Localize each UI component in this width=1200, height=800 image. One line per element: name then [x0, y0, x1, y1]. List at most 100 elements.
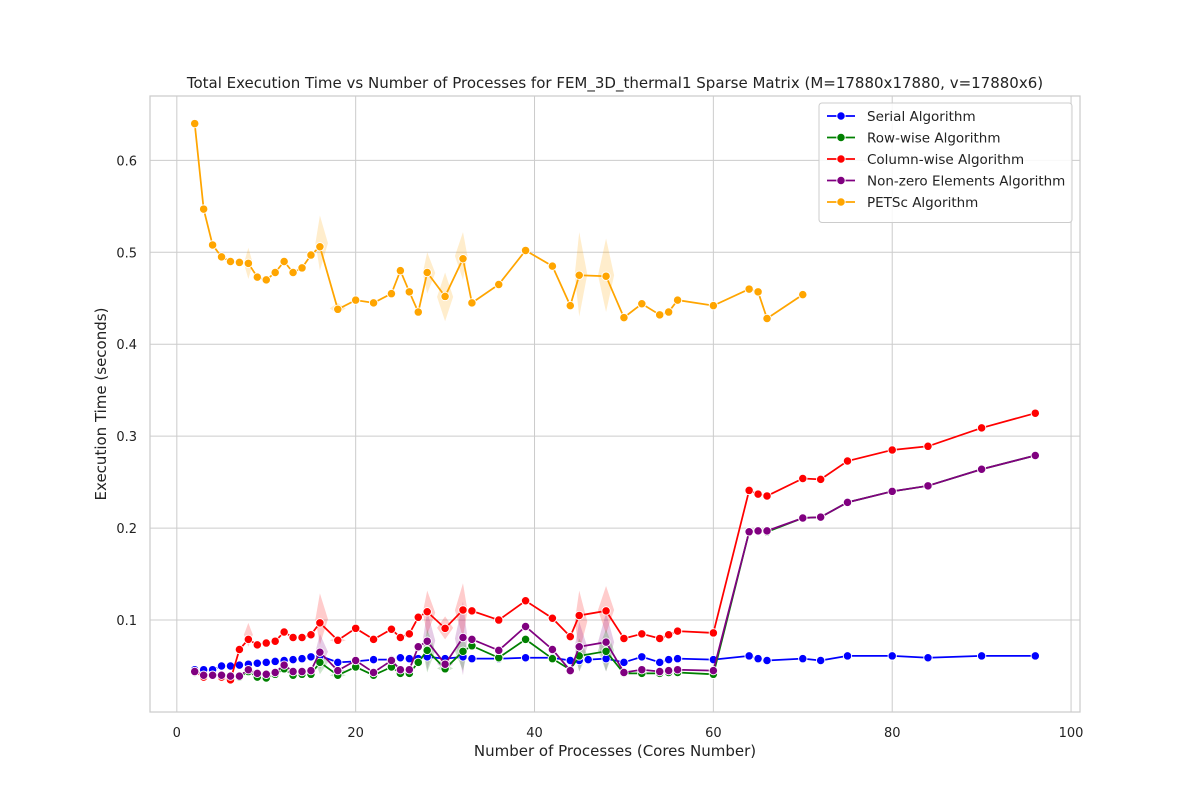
data-point [252, 658, 262, 668]
legend-item: Row-wise Algorithm [827, 131, 1000, 147]
data-point [976, 423, 987, 433]
data-point [440, 623, 450, 633]
legend-label: Column-wise Algorithm [867, 152, 1024, 168]
chart-title: Total Execution Time vs Number of Proces… [186, 74, 1043, 93]
data-point [422, 607, 432, 617]
data-point [798, 473, 808, 484]
data-point [395, 266, 406, 276]
data-point [234, 644, 245, 655]
data-point [288, 632, 298, 643]
data-point [386, 655, 397, 666]
data-point [351, 295, 361, 305]
data-point [199, 204, 209, 214]
data-point [923, 441, 933, 451]
legend-label: PETSc Algorithm [867, 195, 978, 211]
data-point [413, 612, 423, 622]
data-point [672, 654, 683, 664]
data-point [297, 263, 307, 273]
data-point [574, 270, 584, 280]
data-point [672, 665, 683, 675]
data-point [762, 491, 772, 501]
legend-box [818, 102, 1073, 223]
y-tick-label: 0.1 [116, 614, 137, 629]
data-point [458, 605, 468, 615]
data-point [708, 300, 719, 311]
data-point [422, 267, 432, 278]
data-point [395, 665, 406, 675]
data-point [288, 666, 298, 677]
data-point [601, 646, 611, 656]
data-point [252, 272, 262, 282]
data-point [458, 254, 468, 264]
data-point [216, 670, 227, 680]
y-tick-label: 0.4 [116, 338, 137, 353]
data-point [225, 256, 236, 267]
legend: Serial Algorithm Row-wise Algorithm Column… [818, 102, 1073, 223]
data-point [333, 635, 343, 645]
data-point [297, 654, 307, 664]
data-point [225, 671, 236, 681]
legend-marker [836, 175, 846, 186]
data-point [708, 628, 719, 638]
legend-marker [836, 132, 846, 143]
data-point [395, 632, 406, 643]
x-tick-label: 20 [347, 726, 364, 741]
data-point [467, 298, 477, 308]
data-point [655, 633, 665, 644]
data-point [798, 654, 808, 664]
data-point [261, 657, 271, 668]
data-point [386, 624, 397, 634]
data-point [672, 295, 683, 305]
legend-item: Non-zero Elements Algorithm [827, 174, 1065, 190]
legend-label: Serial Algorithm [867, 109, 976, 125]
data-point [520, 634, 531, 645]
data-point [404, 665, 414, 675]
data-point [664, 630, 674, 640]
data-point [368, 634, 379, 645]
data-point [333, 665, 343, 676]
y-tick-label: 0.6 [116, 154, 137, 169]
data-point [288, 267, 298, 278]
legend-item: Column-wise Algorithm [827, 152, 1024, 168]
data-point [887, 651, 897, 661]
data-point [744, 485, 754, 496]
series-layer [190, 118, 1040, 685]
data-point [351, 655, 361, 666]
data-point [422, 645, 432, 656]
data-point [637, 299, 647, 309]
data-point [467, 634, 477, 645]
data-point [234, 257, 245, 268]
data-point [520, 621, 531, 632]
data-point [547, 644, 558, 655]
data-point [252, 640, 262, 650]
data-point [190, 118, 200, 129]
data-point [547, 613, 558, 623]
data-point [816, 474, 826, 485]
data-point [315, 647, 325, 657]
data-point [798, 289, 808, 300]
data-point [762, 526, 772, 536]
data-point [494, 615, 504, 625]
data-point [655, 657, 665, 668]
data-point [467, 654, 477, 664]
data-point [637, 652, 647, 662]
series-petsc-algorithm [190, 118, 808, 324]
data-point [655, 310, 665, 320]
data-point [216, 661, 227, 671]
x-tick-label: 40 [526, 726, 543, 741]
data-point [351, 623, 361, 633]
data-point [798, 513, 808, 523]
data-point [270, 267, 280, 278]
data-point [664, 654, 674, 665]
data-point [368, 298, 379, 308]
data-point [762, 655, 772, 666]
series-non-zero-elements-algorithm [190, 450, 1040, 681]
data-point [762, 313, 772, 324]
data-point [753, 489, 763, 499]
data-point [842, 497, 853, 508]
data-point [547, 654, 558, 664]
x-tick-label: 100 [1059, 726, 1084, 741]
data-point [565, 300, 575, 311]
data-point [413, 657, 423, 668]
data-point [279, 627, 289, 637]
